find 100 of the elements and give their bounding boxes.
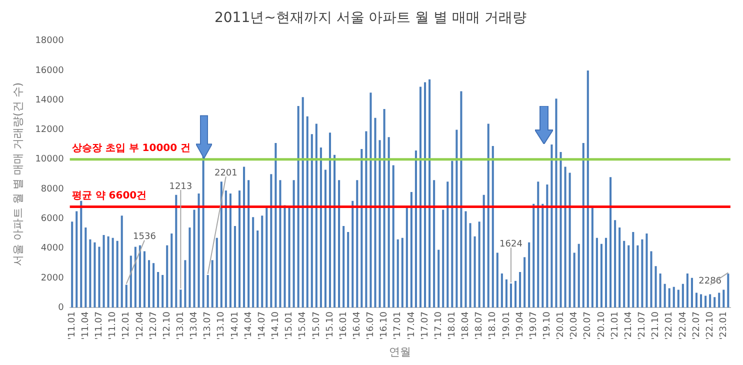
- bar: [396, 239, 399, 308]
- bar: [677, 290, 680, 308]
- bar: [202, 156, 204, 308]
- bar: [224, 190, 227, 308]
- bar: [690, 278, 693, 308]
- bar: [342, 226, 345, 308]
- bar: [610, 177, 612, 308]
- x-tick-label: '17.04: [406, 311, 417, 340]
- bar: [216, 238, 218, 308]
- bar: [550, 144, 553, 308]
- bar: [596, 238, 598, 308]
- bar: [112, 238, 114, 308]
- bar: [659, 273, 662, 308]
- y-tick-label: 18000: [35, 36, 64, 46]
- x-tick-label: '15.07: [312, 312, 322, 340]
- bar: [302, 97, 304, 308]
- bar: [211, 260, 214, 308]
- bar: [261, 216, 264, 308]
- x-tick-label: '16.01: [338, 312, 349, 340]
- bar: [157, 272, 160, 308]
- x-tick-label: '15.10: [325, 311, 336, 340]
- bar: [284, 205, 286, 308]
- bar: [442, 210, 444, 308]
- bar: [170, 233, 173, 308]
- bar: [234, 226, 236, 308]
- y-tick-label: 8000: [40, 184, 64, 194]
- bar: [279, 180, 282, 308]
- x-tick-label: '13.01: [176, 312, 186, 340]
- bar: [682, 284, 684, 308]
- bar: [360, 148, 363, 308]
- bar: [451, 160, 454, 308]
- bar: [184, 260, 186, 308]
- bar: [469, 223, 472, 308]
- bar: [138, 245, 141, 308]
- bar: [80, 200, 82, 308]
- x-tick-label: '21.10: [651, 311, 662, 340]
- bar: [116, 240, 118, 308]
- bar: [668, 288, 670, 308]
- bar: [94, 242, 96, 308]
- bar: [718, 292, 720, 308]
- bar: [334, 154, 336, 308]
- bar: [328, 132, 332, 308]
- bar: [102, 234, 105, 308]
- bar: [709, 294, 712, 308]
- bar: [401, 238, 404, 308]
- bar: [700, 294, 702, 308]
- bar: [456, 130, 458, 308]
- x-tick-label: '16.10: [380, 311, 390, 340]
- bar: [428, 79, 431, 308]
- bar: [573, 252, 576, 308]
- x-tick-label: '14.10: [271, 311, 282, 340]
- x-tick-label: '22.04: [678, 311, 688, 340]
- x-tick-label: '16.04: [352, 311, 362, 340]
- bar: [528, 242, 530, 308]
- y-tick-label: 10000: [35, 154, 64, 165]
- bar: [324, 170, 326, 308]
- bar: [650, 251, 652, 308]
- x-tick-label: '13.07: [203, 312, 214, 340]
- ref-line-label: 평균 약 6600건: [72, 190, 147, 202]
- x-tick-label: '17.10: [434, 311, 444, 340]
- bar: [623, 240, 626, 308]
- bar: [98, 246, 100, 308]
- bar: [614, 220, 616, 308]
- bar: [256, 230, 259, 308]
- x-tick-label: '18.07: [474, 312, 485, 340]
- bar: [243, 166, 246, 308]
- x-tick-label: '20.04: [570, 311, 580, 340]
- bar: [306, 116, 308, 308]
- y-tick-label: 16000: [35, 66, 64, 76]
- bar: [714, 297, 716, 308]
- ref-line-label: 상승장 초입 부 10000 건: [72, 142, 191, 154]
- bar: [143, 251, 146, 308]
- x-tick-label: '15.01: [284, 312, 295, 340]
- y-tick-label: 2000: [40, 273, 64, 284]
- bar: [392, 165, 394, 308]
- bar: [654, 266, 657, 308]
- bar: [524, 257, 526, 308]
- x-tick-label: '20.07: [583, 312, 594, 340]
- bar: [370, 92, 372, 308]
- bar: [320, 148, 322, 308]
- bar: [582, 143, 584, 308]
- bar: [198, 193, 200, 308]
- x-tick-label: '13.10: [216, 311, 227, 340]
- bar: [482, 194, 485, 308]
- bar: [546, 184, 548, 308]
- bar: [152, 263, 155, 308]
- x-tick-label: '14.04: [244, 311, 254, 340]
- bar: [424, 82, 426, 308]
- x-tick-label: '16.07: [366, 312, 376, 340]
- bar: [89, 239, 92, 308]
- bar: [564, 166, 566, 308]
- bar: [604, 238, 608, 308]
- x-tick-label: '19.01: [502, 312, 512, 340]
- y-tick-label: 6000: [40, 214, 64, 224]
- x-tick-label: '20.01: [556, 312, 566, 340]
- data-label: 1213: [169, 182, 192, 192]
- x-tick-label: '17.01: [393, 312, 404, 340]
- bar: [555, 98, 558, 308]
- bar: [130, 256, 132, 308]
- bar: [727, 274, 730, 308]
